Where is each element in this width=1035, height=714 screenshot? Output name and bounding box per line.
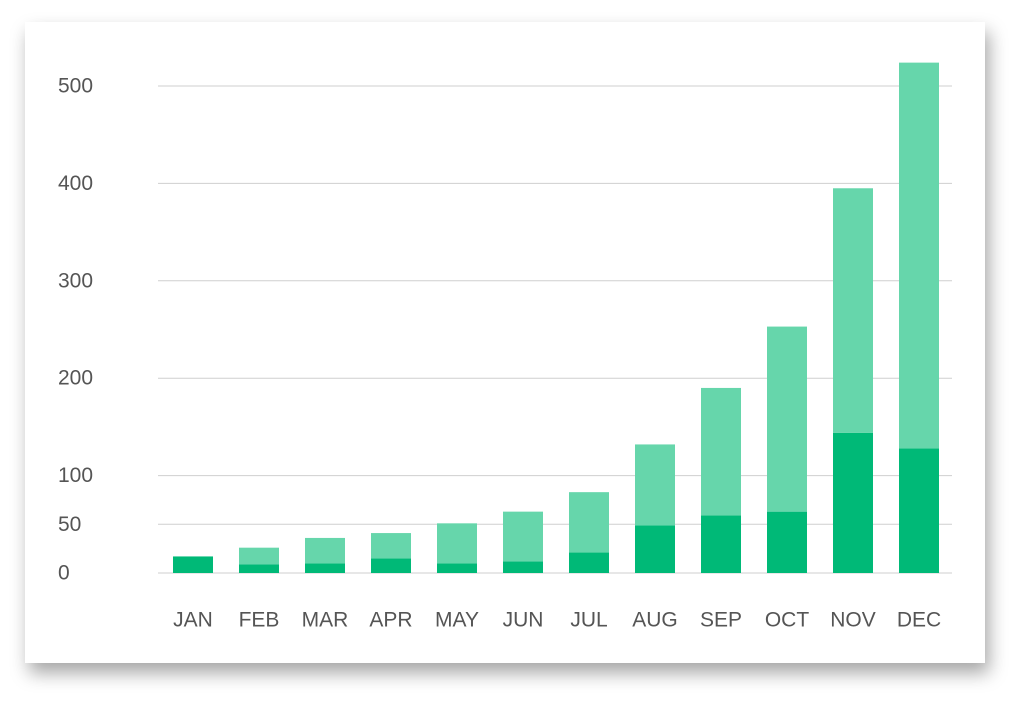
y-tick-label: 50 (58, 513, 81, 536)
bar-segment (701, 515, 741, 573)
y-tick-label: 100 (58, 464, 93, 487)
y-tick-label: 400 (58, 172, 93, 195)
bar-segment (305, 563, 345, 573)
x-tick-label: DEC (897, 609, 941, 632)
x-tick-label: AUG (632, 609, 678, 632)
bar-segment (503, 561, 543, 573)
y-tick-label: 0 (58, 562, 70, 585)
bar-segment (635, 444, 675, 526)
bar-segment (173, 556, 213, 573)
bar-segment (569, 492, 609, 553)
bar-segment (503, 511, 543, 562)
x-tick-label: SEP (700, 609, 742, 632)
bar-segment (899, 448, 939, 573)
x-tick-label: APR (369, 609, 412, 632)
y-tick-label: 300 (58, 269, 93, 292)
bar-segment (833, 188, 873, 433)
y-tick-label: 200 (58, 367, 93, 390)
x-tick-label: OCT (765, 609, 810, 632)
bar-segment (767, 326, 807, 512)
bar-segment (239, 547, 279, 565)
bar-segment (899, 62, 939, 449)
y-tick-label: 500 (58, 75, 93, 98)
x-tick-label: MAR (302, 609, 349, 632)
bar-segment (833, 432, 873, 573)
x-tick-label: MAY (435, 609, 479, 632)
bar-segment (239, 564, 279, 573)
bar-segment (635, 525, 675, 573)
bar-segment (305, 537, 345, 564)
bar-segment (437, 563, 477, 573)
x-tick-label: FEB (239, 609, 280, 632)
bar-segment (569, 552, 609, 573)
bar-segment (371, 558, 411, 573)
bar-segment (767, 511, 807, 573)
bar-segment (701, 387, 741, 516)
x-tick-label: JUL (570, 609, 607, 632)
x-tick-label: JUN (503, 609, 544, 632)
x-tick-label: NOV (830, 609, 876, 632)
bar-segment (437, 523, 477, 564)
x-tick-label: JAN (173, 609, 213, 632)
bar-segment (371, 533, 411, 559)
